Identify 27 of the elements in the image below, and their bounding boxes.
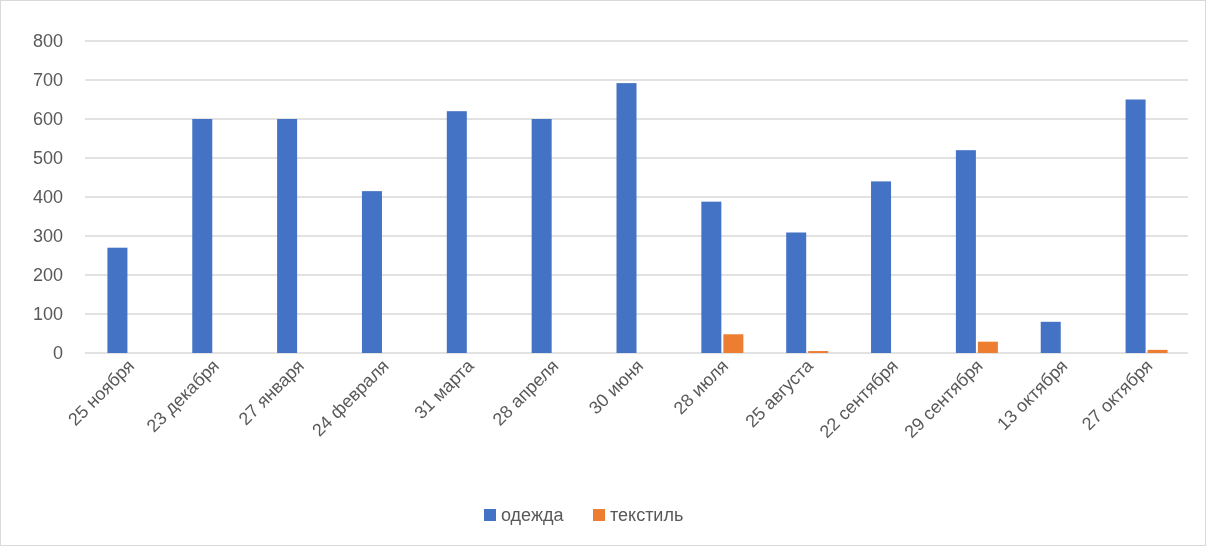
bar	[955, 150, 976, 353]
y-tick-label: 600	[32, 109, 63, 130]
bar	[1040, 321, 1061, 353]
bar	[1147, 349, 1168, 353]
bar	[871, 181, 892, 353]
bar	[977, 341, 998, 353]
bar	[1125, 99, 1146, 353]
bar	[361, 191, 382, 353]
bar	[531, 119, 552, 353]
bar	[786, 232, 807, 353]
y-tick-label: 300	[32, 226, 63, 247]
y-tick-label: 800	[32, 31, 63, 52]
y-tick-label: 400	[32, 187, 63, 208]
y-tick-label: 500	[32, 148, 63, 169]
y-tick-label: 200	[32, 265, 63, 286]
bar	[446, 111, 467, 353]
y-tick-label: 700	[32, 70, 63, 91]
bar	[192, 119, 213, 353]
legend-label: текстиль	[610, 505, 684, 525]
bar	[277, 119, 298, 353]
bar	[107, 247, 128, 353]
bar	[616, 83, 637, 353]
y-tick-label: 0	[52, 343, 63, 364]
y-tick-label: 100	[32, 304, 63, 325]
bar	[701, 201, 722, 353]
legend-label: одежда	[501, 505, 565, 525]
bar	[723, 334, 744, 353]
